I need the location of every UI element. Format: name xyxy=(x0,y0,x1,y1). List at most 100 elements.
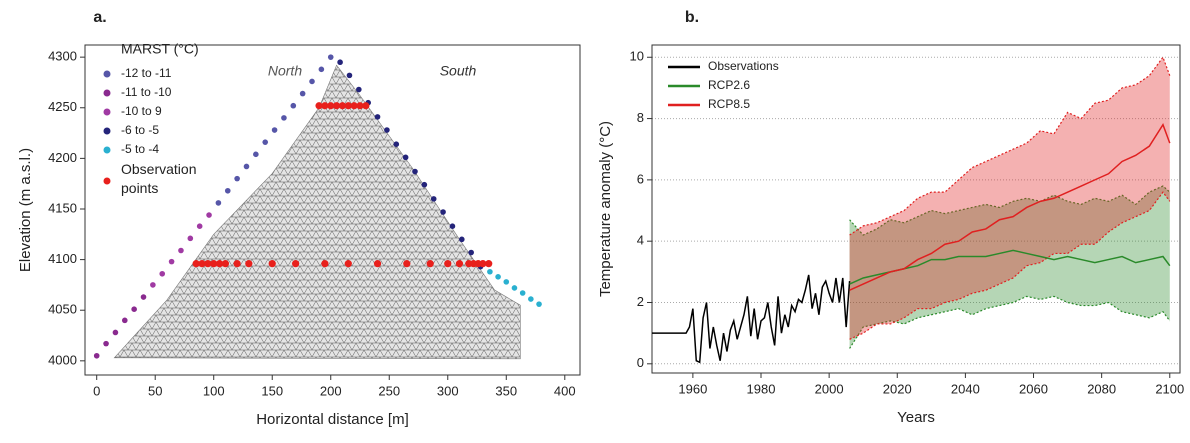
data-point xyxy=(221,260,230,268)
data-point xyxy=(373,260,382,268)
x-tick-label: 150 xyxy=(261,383,283,398)
data-point xyxy=(344,102,352,110)
data-point xyxy=(93,352,100,359)
data-point xyxy=(121,317,128,324)
legend-marker xyxy=(103,108,111,116)
data-point xyxy=(253,151,259,158)
data-point xyxy=(187,235,194,242)
data-point xyxy=(159,270,166,277)
data-point xyxy=(356,86,362,93)
data-point xyxy=(374,114,381,120)
data-point xyxy=(262,139,269,145)
band-edge xyxy=(849,185,1171,236)
data-point xyxy=(327,102,335,110)
data-point xyxy=(271,127,278,133)
x-tick-label: 2000 xyxy=(815,381,844,396)
data-point xyxy=(243,163,250,170)
x-tick-label: 1980 xyxy=(747,381,776,396)
data-point xyxy=(192,260,200,268)
x-axis-label: Years xyxy=(897,409,935,426)
data-point xyxy=(485,260,493,268)
legend-label: -10 to 9 xyxy=(121,104,162,118)
y-tick-label: 4250 xyxy=(48,99,77,114)
data-point xyxy=(332,102,341,110)
y-tick-label: 10 xyxy=(630,49,644,64)
y-axis-label: Temperature anomaly (°C) xyxy=(597,121,614,297)
y-tick-label: 4200 xyxy=(48,150,77,165)
legend-label: -12 to -11 xyxy=(121,66,172,80)
legend-title: MARST (°C) xyxy=(121,41,199,57)
y-tick-label: 4000 xyxy=(48,352,77,367)
data-point xyxy=(338,102,347,110)
x-tick-label: 2100 xyxy=(1155,381,1184,396)
legend-label: RCP2.6 xyxy=(708,78,750,92)
data-point xyxy=(402,154,409,161)
data-point xyxy=(346,72,353,79)
data-point xyxy=(290,102,297,109)
data-point xyxy=(444,260,452,268)
data-point xyxy=(337,59,343,66)
data-point xyxy=(150,282,156,288)
data-point xyxy=(327,54,334,60)
data-point xyxy=(210,260,218,268)
series-line xyxy=(849,123,1171,291)
data-point xyxy=(215,260,224,268)
data-point xyxy=(321,102,329,110)
data-point xyxy=(281,115,287,121)
data-point xyxy=(321,260,329,268)
legend-marker xyxy=(103,177,111,185)
data-point xyxy=(455,260,464,268)
y-tick-label: 8 xyxy=(637,110,644,125)
legend-label: -6 to -5 xyxy=(121,123,159,137)
data-point xyxy=(292,260,300,268)
x-tick-label: 2020 xyxy=(883,381,912,396)
band-edge xyxy=(849,295,1171,349)
data-point xyxy=(412,168,418,175)
data-point xyxy=(356,102,364,110)
data-point xyxy=(103,340,109,347)
legend-label: -11 to -10 xyxy=(121,85,172,99)
legend-marker xyxy=(103,89,111,97)
y-axis-label: Elevation (m a.s.l.) xyxy=(17,148,34,272)
data-point xyxy=(196,223,203,229)
data-point xyxy=(449,223,456,229)
data-point xyxy=(511,285,518,291)
mesh xyxy=(113,64,521,360)
data-point xyxy=(309,78,315,85)
uncertainty-band xyxy=(849,186,1170,349)
data-point xyxy=(362,102,370,110)
x-tick-label: 400 xyxy=(554,383,576,398)
data-point xyxy=(204,260,212,268)
data-point xyxy=(112,329,119,336)
data-point xyxy=(430,196,437,202)
data-point xyxy=(168,258,175,265)
band-edge xyxy=(849,191,1171,340)
band-edge xyxy=(849,56,1171,236)
legend-marker xyxy=(103,127,111,135)
data-point xyxy=(426,260,434,268)
data-point xyxy=(140,294,147,300)
data-point xyxy=(178,247,184,254)
data-point xyxy=(421,181,428,188)
legend-marker xyxy=(103,146,111,154)
data-point xyxy=(344,260,352,268)
data-point xyxy=(350,102,358,110)
x-axis-label: Horizontal distance [m] xyxy=(256,411,409,428)
y-tick-label: 4050 xyxy=(48,302,77,317)
x-tick-label: 2060 xyxy=(1019,381,1048,396)
x-tick-label: 1960 xyxy=(678,381,707,396)
series-line xyxy=(652,274,851,364)
data-point xyxy=(215,200,222,206)
y-tick-label: 6 xyxy=(637,171,644,186)
data-point xyxy=(233,260,241,268)
data-point xyxy=(487,268,493,275)
legend-label: Observation points xyxy=(121,161,197,196)
annotation: North xyxy=(268,63,302,79)
annotation: South xyxy=(440,63,477,79)
legend-marker xyxy=(103,70,111,78)
plot-frame xyxy=(84,44,581,376)
legend-label: -5 to -4 xyxy=(121,142,159,156)
data-point xyxy=(459,236,465,243)
